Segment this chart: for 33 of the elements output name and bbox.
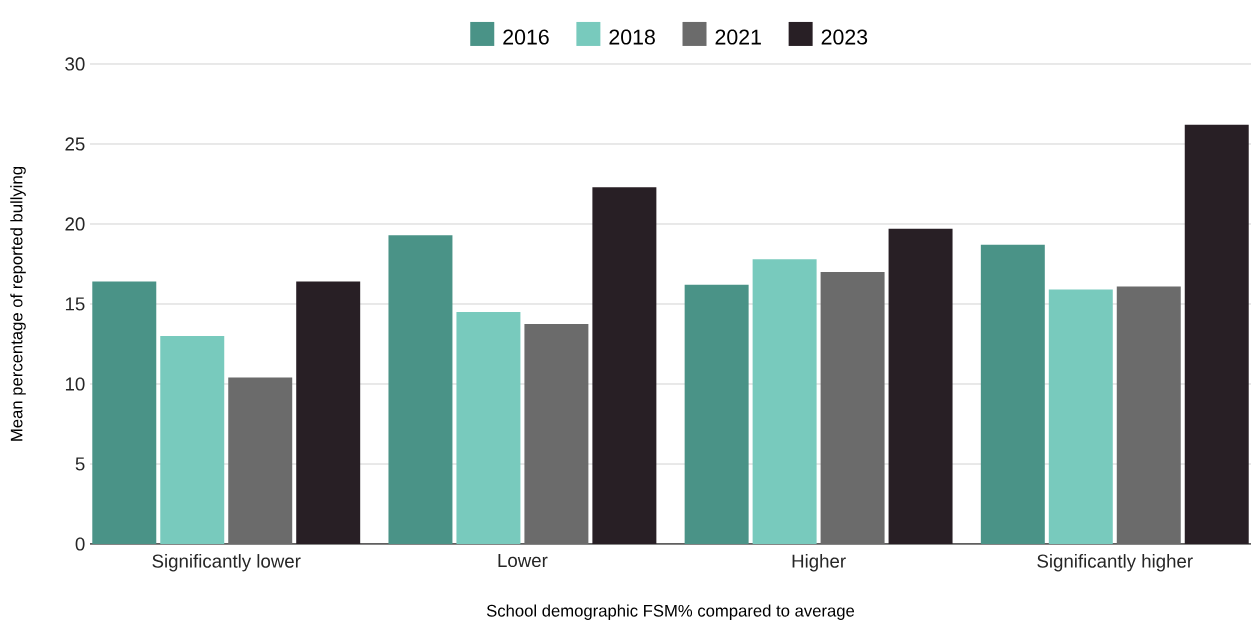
bar: [1048, 289, 1113, 544]
y-tick-label: 30: [65, 57, 85, 71]
legend-label: 2023: [821, 29, 868, 45]
bar: [296, 281, 361, 544]
bar: [752, 259, 817, 544]
bar: [980, 244, 1045, 544]
x-axis-title: School demographic FSM% compared to average: [486, 604, 855, 620]
x-tick-label: Significantly lower: [152, 554, 301, 572]
bar: [1184, 124, 1249, 544]
bar: [160, 336, 225, 544]
y-tick-label: 25: [65, 137, 85, 151]
legend-label: 2018: [609, 29, 655, 45]
y-tick-label: 5: [75, 457, 85, 471]
y-tick-label: 15: [65, 297, 85, 311]
y-tick-label: 10: [65, 377, 85, 391]
legend-label: 2016: [503, 29, 549, 45]
bar: [388, 235, 453, 544]
y-tick-label: 20: [65, 217, 85, 231]
y-axis-title: Mean percentage of reported bullying: [10, 167, 26, 441]
bar: [820, 272, 885, 544]
bar: [92, 281, 157, 544]
bar: [888, 228, 953, 544]
bar: [524, 324, 589, 544]
x-tick-label: Significantly higher: [1037, 554, 1193, 572]
bar: [684, 284, 749, 544]
bar: [228, 377, 293, 544]
legend-label: 2021: [715, 29, 761, 45]
bar: [1116, 286, 1181, 544]
y-tick-label: 0: [75, 537, 85, 551]
x-tick-label: Higher: [792, 554, 846, 572]
bar: [592, 187, 657, 544]
bar: [456, 311, 521, 544]
x-tick-label: Lower: [498, 554, 548, 568]
